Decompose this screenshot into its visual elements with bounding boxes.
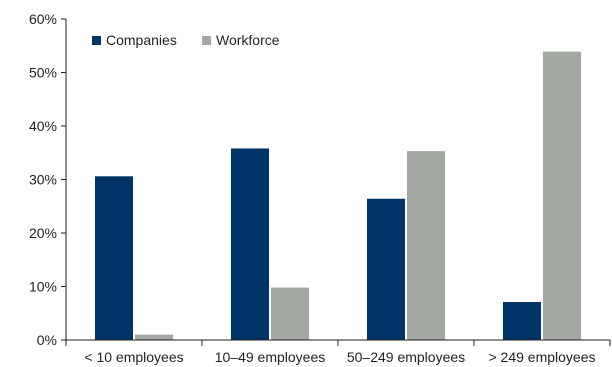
- y-tick-label: 0%: [37, 332, 57, 348]
- bar-companies-1: [95, 176, 133, 340]
- legend-label-workforce: Workforce: [216, 32, 280, 48]
- y-tick-label: 20%: [29, 225, 57, 241]
- bar-workforce-4: [543, 51, 581, 340]
- y-axis: 0% 10% 20% 30% 40% 50% 60%: [29, 11, 67, 348]
- y-tick-label: 60%: [29, 11, 57, 27]
- bar-companies-2: [231, 148, 269, 340]
- x-tick-label: 50–249 employees: [347, 349, 465, 365]
- y-tick-label: 40%: [29, 118, 57, 134]
- bar-workforce-2: [271, 287, 309, 340]
- bar-workforce-1: [135, 334, 173, 340]
- legend: Companies Workforce: [92, 32, 280, 48]
- x-tick-label: < 10 employees: [84, 349, 183, 365]
- x-tick-label: > 249 employees: [488, 349, 595, 365]
- legend-swatch-workforce: [202, 36, 211, 45]
- bar-workforce-3: [407, 151, 445, 340]
- y-tick-label: 30%: [29, 172, 57, 188]
- y-tick-label: 10%: [29, 279, 57, 295]
- x-tick-label: 10–49 employees: [215, 349, 326, 365]
- legend-label-companies: Companies: [106, 32, 177, 48]
- bars: [95, 51, 581, 340]
- y-tick-label: 50%: [29, 65, 57, 81]
- bar-companies-3: [367, 198, 405, 340]
- bar-companies-4: [503, 302, 541, 340]
- legend-swatch-companies: [92, 36, 101, 45]
- x-axis: < 10 employees 10–49 employees 50–249 empl…: [65, 339, 611, 365]
